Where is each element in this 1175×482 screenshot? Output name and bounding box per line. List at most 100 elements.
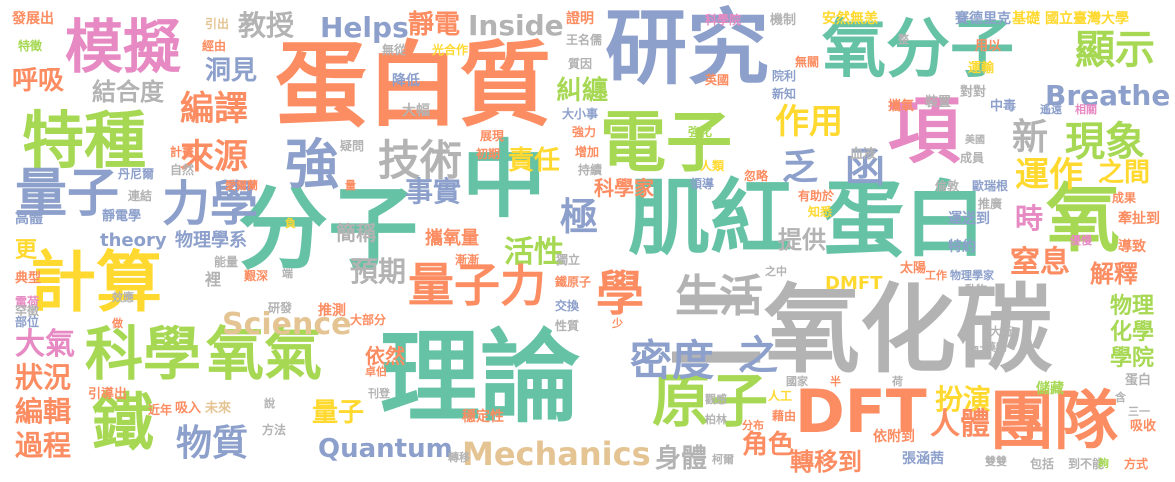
word: 量 [345,179,356,192]
word: Quantum [318,434,453,464]
word: 有助於 [798,189,835,203]
word: 科學院 [705,13,742,27]
word: 發展出 [12,11,54,27]
word: 分子 [238,177,418,282]
word: 遙遠 [1040,103,1062,116]
word: 時 [1015,202,1044,235]
word: 無關 [795,55,820,69]
word: 二氧化碳 [668,274,1052,386]
word: 團隊 [990,385,1118,459]
word: 研發 [268,301,293,315]
word: 分布 [742,419,764,432]
word: 動物 [965,283,987,296]
word: 大氣 [15,327,75,362]
word: 運輸 [968,61,995,76]
word: 包括 [1030,457,1055,471]
word: 電荷 [15,295,40,309]
word: 化學 [1110,320,1155,345]
word: 來源 [180,137,248,177]
word: 三一 [1128,405,1150,418]
word: 技術 [378,136,463,185]
word: 證明 [566,11,594,27]
word: 優慢 [1070,234,1092,247]
word: 學院 [1110,346,1155,371]
word: 扮演 [935,383,992,416]
word: 交換 [555,299,580,313]
word: 國立臺灣大學 [1045,11,1129,27]
word: 負 [285,217,296,230]
word: 轉移 [448,451,470,464]
word: 王名儒 [566,33,603,47]
word: 成員 [960,151,985,165]
word: DMFT [825,273,883,294]
word: 自然 [170,163,195,177]
word: 量子力 [408,258,546,312]
word: 經由 [202,39,227,53]
word: 事實 [405,175,462,208]
word: 編輯 [15,395,72,428]
word: 儲藏 [1036,381,1064,397]
word: 原子 [652,367,769,435]
word: 之間 [1098,158,1151,188]
word: 展現 [480,129,505,143]
word: 整 [898,33,909,46]
word: 編譯 [180,89,248,129]
word: 特種 [22,104,147,177]
word: 鐵 [92,386,155,459]
word: 之 [738,333,778,379]
word: 工作 [925,269,947,282]
word: 倫敦 [935,179,960,193]
word: 靜電學 [102,209,142,224]
word: 運送到 [948,211,990,227]
word: 相關 [1075,103,1097,116]
word: 血液 [850,147,877,162]
word: 提供 [778,226,826,254]
word: 中 [462,131,547,229]
word: 領導 [690,177,715,191]
word: theory [100,230,167,251]
word: 中毒 [990,99,1017,114]
word: 導致 [1118,239,1146,255]
word: 太陽 [900,261,927,276]
word: 乏 [782,147,819,188]
word: 質因 [568,57,593,71]
word: 窒息 [1010,245,1070,280]
word: 物理 [1110,294,1155,319]
word: 雙雙 [985,455,1007,468]
word: 密度 [630,336,715,385]
word: 簡稱 [336,221,376,245]
word: 刊登 [368,387,390,400]
word: 作用 [775,102,843,142]
word: 歐瑞根 [972,179,1009,193]
word: 效應 [112,291,134,304]
word: 賽德里克 [955,11,1011,27]
word: 研究 [605,1,770,96]
word: 基礎 [1012,11,1040,27]
word: 到不能 [1068,457,1105,471]
word: 特徵 [18,39,43,53]
word: 含 [1115,391,1126,404]
word: 氧分子 [822,13,1014,87]
word: 大衛 [990,325,1012,338]
word: 依附到 [873,429,915,445]
word: 英國 [705,73,730,87]
word: 知悉 [808,205,833,219]
word: 函 [845,145,885,191]
word: 項 [888,89,961,173]
word: Helps [320,11,409,44]
word: 氧 [1046,176,1120,262]
word: 量子 [15,164,120,224]
word: 運作 [1015,155,1083,195]
word: 夠 [1098,457,1109,470]
word: 降低 [392,73,420,89]
word: 方法 [262,423,287,437]
word: 新知 [772,87,797,101]
word: 特約 [948,239,976,255]
word: 荷 [892,375,903,388]
word: 蛋白 [822,173,987,268]
word: 高體 [15,211,43,227]
word: 美國 [965,135,985,146]
word: 國家 [786,375,808,388]
word: 罕徵 [15,304,40,318]
word: Breathe [1045,79,1171,112]
